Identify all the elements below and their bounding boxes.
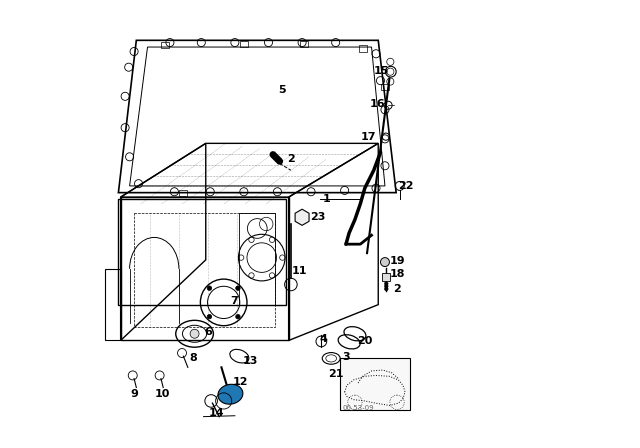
Text: 18: 18 <box>389 269 405 279</box>
Text: 2: 2 <box>393 284 401 294</box>
Circle shape <box>380 258 390 267</box>
Text: 5: 5 <box>278 85 285 95</box>
Circle shape <box>190 329 199 338</box>
Circle shape <box>207 314 212 319</box>
Text: 23: 23 <box>310 212 326 222</box>
Text: 00,53-09: 00,53-09 <box>342 405 374 411</box>
Text: 16: 16 <box>369 99 385 109</box>
Circle shape <box>207 286 212 290</box>
Bar <box>300 41 308 47</box>
Text: 22: 22 <box>398 181 414 191</box>
Text: 4: 4 <box>319 334 328 344</box>
Text: 17: 17 <box>360 132 376 142</box>
Text: 2: 2 <box>287 154 295 164</box>
Text: 10: 10 <box>155 389 170 399</box>
Text: 21: 21 <box>328 369 344 379</box>
Text: 6: 6 <box>204 327 212 337</box>
Circle shape <box>385 282 388 285</box>
Ellipse shape <box>218 384 243 404</box>
Text: 20: 20 <box>357 336 372 346</box>
Text: 14: 14 <box>208 408 224 418</box>
Text: 11: 11 <box>292 266 308 276</box>
Bar <box>240 41 248 47</box>
Circle shape <box>385 284 388 288</box>
Text: 19: 19 <box>389 256 405 266</box>
Bar <box>381 84 389 90</box>
Bar <box>358 45 367 52</box>
Bar <box>382 273 390 281</box>
Text: 13: 13 <box>243 356 259 366</box>
Circle shape <box>236 314 240 319</box>
Text: 15: 15 <box>374 66 390 76</box>
Circle shape <box>236 286 240 290</box>
Bar <box>179 190 188 196</box>
Text: 9: 9 <box>130 389 138 399</box>
Circle shape <box>385 287 388 291</box>
Bar <box>340 358 410 410</box>
Text: 12: 12 <box>232 377 248 387</box>
Text: 7: 7 <box>230 296 238 306</box>
Text: 3: 3 <box>342 352 350 362</box>
Text: 1: 1 <box>323 194 331 204</box>
Bar <box>161 42 170 48</box>
Text: 8: 8 <box>190 353 198 363</box>
